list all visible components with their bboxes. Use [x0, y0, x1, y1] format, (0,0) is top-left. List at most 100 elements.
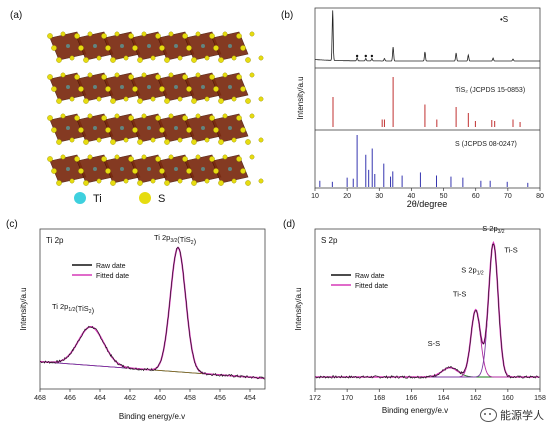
ti2p-annotations: Ti 2p3/2(TiS2) Ti 2p1/2(TiS2): [52, 233, 197, 315]
panel-a: (a) Ti S: [0, 0, 275, 213]
s-atom: [222, 72, 228, 78]
s-atom: [141, 31, 147, 37]
ti2p-x-ticks: 468 466 464 462 460 458 456 454: [34, 389, 256, 402]
legend-ti-label: Ti: [93, 193, 102, 205]
xrd-plot-area: [315, 10, 540, 187]
ti-atom: [174, 44, 178, 48]
s-atom: [87, 113, 93, 119]
s-atom: [164, 98, 170, 104]
s-atom: [245, 57, 251, 63]
s-atom: [96, 137, 102, 143]
s2p-plot-area: [314, 240, 540, 379]
s-atom: [78, 127, 84, 133]
x-tick-label: 40: [408, 193, 416, 200]
ti-atom: [201, 167, 205, 171]
crystal-structure-figure: (a) Ti S: [10, 10, 264, 205]
x-tick-label: 10: [311, 193, 319, 200]
s-atom: [60, 154, 66, 160]
peak-annotation: Ti 2p3/2(TiS2): [154, 233, 197, 246]
panel-a-label: (a): [10, 10, 22, 21]
ti2p-frame: [39, 228, 266, 390]
s-atom: [83, 98, 89, 104]
x-tick-label: 456: [214, 395, 226, 402]
s-atom: [132, 45, 138, 51]
s-atom: [87, 31, 93, 37]
x-tick-label: 20: [343, 193, 351, 200]
s-atom: [159, 168, 165, 174]
s-atom: [245, 98, 251, 104]
s2p-x-axis-label: Binding energy/e.v: [382, 406, 448, 415]
x-tick-label: 50: [440, 193, 448, 200]
s2p-legend: Raw date Fitted date: [331, 273, 388, 290]
x-tick-label: 466: [64, 395, 76, 402]
legend-fitted-label: Fitted date: [355, 283, 388, 290]
s-atom: [155, 33, 161, 39]
xrd-frame: [314, 7, 541, 189]
s-atom: [150, 137, 156, 143]
s-atom: [56, 180, 62, 186]
panel-c-label: (c): [6, 219, 18, 230]
x-tick-label: 60: [472, 193, 480, 200]
s-atom: [132, 127, 138, 133]
s-atom: [69, 96, 75, 102]
s-atom: [182, 156, 188, 162]
s-atom: [69, 55, 75, 61]
s-atom: [182, 74, 188, 80]
s-atom: [236, 115, 242, 121]
s-atom: [96, 178, 102, 184]
s-atom: [110, 98, 116, 104]
s-atom: [137, 98, 143, 104]
ti-atom: [174, 85, 178, 89]
ti-atom: [66, 167, 70, 171]
s-atom: [249, 113, 255, 119]
x-tick-label: 166: [406, 395, 418, 402]
s-atom: [60, 72, 66, 78]
xrd-chart: (b) 10 20 30 40 50 60 70 80 •S TiS₂ (JCPDS 15-0…: [281, 7, 544, 209]
s-atom: [213, 127, 219, 133]
s-atom: [222, 113, 228, 119]
s-atom: [150, 178, 156, 184]
s-atom: [141, 113, 147, 119]
raw-line: [39, 246, 265, 380]
ti-atom: [228, 167, 232, 171]
xrd-measured-line: [315, 10, 540, 62]
s-atom: [105, 86, 111, 92]
s-atom: [83, 57, 89, 63]
s-atom: [191, 180, 197, 186]
panel-b-label: (b): [281, 10, 293, 21]
s-reference-label: S (JCPDS 08-0247): [455, 141, 517, 148]
s-atom: [69, 178, 75, 184]
tis2-reference-label: TiS₂ (JCPDS 15-0853): [455, 87, 525, 94]
s-atom: [132, 168, 138, 174]
ti-atom: [66, 44, 70, 48]
s-atom: [209, 115, 215, 121]
s-atom: [191, 139, 197, 145]
s-atom: [123, 178, 129, 184]
ti-atom: [66, 126, 70, 130]
s-atom: [47, 156, 53, 162]
s-atom: [74, 156, 80, 162]
x-tick-label: 460: [154, 395, 166, 402]
s-atom: [218, 98, 224, 104]
ti2p-title: Ti 2p: [46, 236, 64, 245]
peak-annotation: Ti 2p1/2(TiS2): [52, 302, 95, 315]
s-atom: [245, 139, 251, 145]
s-atom: [249, 154, 255, 160]
s-atom: [155, 74, 161, 80]
ti-atom: [120, 85, 124, 89]
peak-annotation: S 2p1/2: [461, 265, 484, 276]
xrd-x-axis-label: 2θ/degree: [407, 199, 448, 209]
tis2-layer: [47, 72, 264, 104]
ti-atom: [93, 85, 97, 89]
ti2p-plot-area: [39, 246, 265, 380]
s-atom: [159, 127, 165, 133]
s-atom: [168, 72, 174, 78]
s-atom: [105, 127, 111, 133]
raw-line: [314, 243, 540, 379]
s-atom: [128, 33, 134, 39]
s-atom: [204, 96, 210, 102]
s-atom: [222, 31, 228, 37]
legend-raw-label: Raw date: [355, 273, 385, 280]
s-atom: [110, 180, 116, 186]
s-atom: [177, 137, 183, 143]
